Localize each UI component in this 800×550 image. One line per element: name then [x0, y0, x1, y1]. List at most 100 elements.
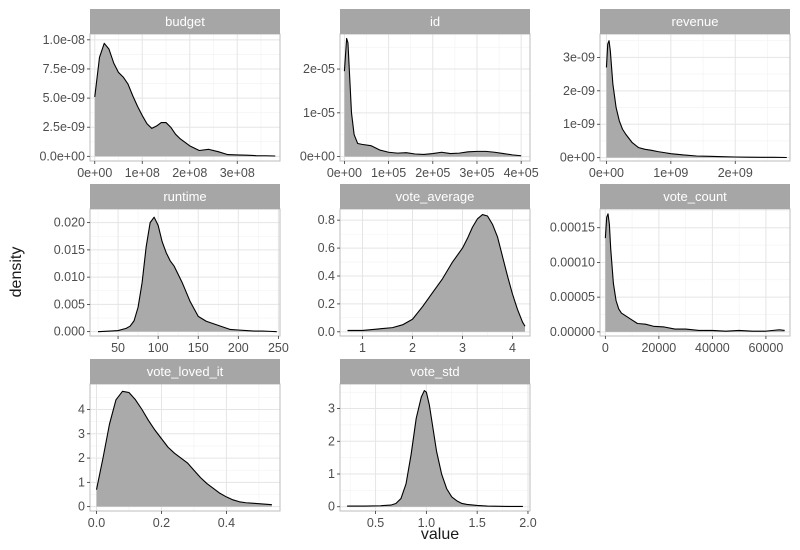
y-tick-label: 2.5e-09 — [43, 120, 85, 134]
y-tick-label: 0.4 — [318, 269, 335, 283]
facet-strip — [340, 9, 530, 34]
x-tick-label: 0e+00 — [77, 166, 112, 180]
x-tick-label: 3e+05 — [459, 166, 494, 180]
x-tick-label: 20000 — [641, 341, 676, 355]
x-tick-label: 40000 — [695, 341, 730, 355]
x-tick-label: 250 — [268, 341, 289, 355]
y-tick-label: 0.0e+00 — [39, 149, 85, 163]
facet-vote-average: vote_average 1 2 3 4 0.0 0.2 0.4 0.6 0.8 — [318, 184, 531, 355]
x-tick-label: 2e+05 — [415, 166, 450, 180]
facet-runtime: runtime 50 100 150 200 250 0.000 0.005 0.010 0.01… — [54, 184, 289, 355]
facet-vote-std: vote_std 0.5 1.0 1.5 2.0 0 1 2 3 — [328, 359, 537, 530]
y-tick-label: 0 — [328, 500, 335, 514]
y-tick-label: 0.010 — [54, 270, 85, 284]
x-tick-label: 150 — [188, 341, 209, 355]
y-tick-label: 1.0e-08 — [43, 33, 85, 47]
x-tick-label: 2e+08 — [172, 166, 207, 180]
facet-strip — [90, 359, 280, 384]
y-tick-label: 4 — [78, 402, 85, 416]
y-tick-label: 3 — [328, 402, 335, 416]
x-tick-label: 4 — [509, 341, 516, 355]
x-tick-label: 1e+09 — [653, 166, 688, 180]
y-tick-label: 0.005 — [54, 297, 85, 311]
facet-budget: budget 0e+00 1e+08 2e+08 3e+08 0.0e+00 2.5e-09… — [39, 9, 281, 180]
x-tick-label: 3 — [459, 341, 466, 355]
y-tick-label: 0.6 — [318, 241, 335, 255]
x-tick-label: 2e+09 — [718, 166, 753, 180]
density-area-vote-count — [605, 213, 785, 332]
density-line-vote-count — [604, 213, 785, 332]
facet-strip-label: vote_std — [410, 364, 459, 379]
facet-strip — [90, 184, 280, 209]
facet-strip — [90, 9, 280, 34]
y-tick-label: 0.00005 — [550, 290, 595, 304]
x-tick-label: 0e+00 — [589, 166, 624, 180]
density-line-vote-loved-it — [95, 390, 272, 506]
facet-strip-label: budget — [165, 14, 205, 29]
facet-strip — [340, 359, 530, 384]
y-tick-label: 0.00010 — [550, 255, 595, 269]
density-line-id — [343, 37, 522, 157]
y-tick-label: 2e-09 — [563, 84, 595, 98]
facet-strip-label: vote_loved_it — [147, 364, 224, 379]
density-line-vote-std — [347, 390, 523, 507]
x-tick-label: 50 — [111, 341, 125, 355]
density-line-budget — [94, 42, 276, 157]
facet-strip — [340, 184, 530, 209]
x-tick-label: 100 — [148, 341, 169, 355]
y-tick-label: 0.8 — [318, 213, 335, 227]
y-tick-label: 0e+00 — [560, 151, 595, 165]
y-tick-label: 0e+00 — [300, 150, 335, 164]
density-area-vote-loved-it — [96, 391, 272, 507]
y-tick-label: 0.0 — [318, 325, 335, 339]
facet-revenue: revenue 0e+00 1e+09 2e+09 0e+00 1e-09 2e-09 3e-… — [560, 9, 791, 180]
x-tick-label: 3e+08 — [220, 166, 255, 180]
facet-strip-label: vote_average — [396, 189, 475, 204]
y-tick-label: 0.015 — [54, 243, 85, 257]
x-tick-label: 2 — [409, 341, 416, 355]
y-tick-label: 3e-09 — [563, 50, 595, 64]
x-tick-label: 0.0 — [88, 516, 105, 530]
facet-strip-label: revenue — [672, 14, 719, 29]
x-tick-label: 1.0 — [418, 516, 435, 530]
x-tick-label: 1 — [359, 341, 366, 355]
y-tick-label: 2 — [78, 451, 85, 465]
x-tick-label: 4e+05 — [504, 166, 539, 180]
facet-strip — [600, 9, 790, 34]
density-line-vote-average — [347, 214, 526, 331]
y-tick-label: 5.0e-09 — [43, 91, 85, 105]
x-tick-label: 1.5 — [468, 516, 485, 530]
y-tick-label: 0.000 — [54, 325, 85, 339]
x-tick-label: 0 — [602, 341, 609, 355]
panel-background — [340, 34, 530, 161]
y-tick-label: 1e-09 — [563, 117, 595, 131]
y-tick-label: 2e-05 — [303, 62, 335, 76]
y-tick-label: 7.5e-09 — [43, 62, 85, 76]
facet-vote-loved-it: vote_loved_it 0.0 0.2 0.4 0 1 2 3 4 — [78, 359, 281, 530]
y-tick-label: 3 — [78, 427, 85, 441]
x-axis-title: value — [421, 526, 459, 543]
x-tick-label: 0e+00 — [327, 166, 362, 180]
x-tick-label: 200 — [228, 341, 249, 355]
facet-strip-label: id — [430, 14, 440, 29]
x-tick-label: 1e+05 — [371, 166, 406, 180]
x-tick-label: 0.2 — [153, 516, 170, 530]
facet-id: id 0e+00 1e+05 2e+05 3e+05 4e+05 0e+00 1e-05 2e-… — [300, 9, 539, 180]
facet-vote-count: vote_count 0 20000 40000 60000 0.00000 0.00005… — [550, 184, 791, 355]
y-tick-label: 1e-05 — [303, 106, 335, 120]
panels-layer: budget 0e+00 1e+08 2e+08 3e+08 0.0e+00 2.5e-09… — [39, 9, 791, 530]
x-tick-label: 1e+08 — [125, 166, 160, 180]
density-area-vote-average — [347, 214, 525, 332]
facet-strip-label: vote_count — [663, 189, 727, 204]
panel-background — [600, 34, 790, 161]
y-tick-label: 0.00000 — [550, 325, 595, 339]
y-tick-label: 0 — [78, 500, 85, 514]
density-line-runtime — [97, 216, 277, 333]
x-tick-label: 0.5 — [367, 516, 384, 530]
facet-strip-label: runtime — [163, 189, 206, 204]
density-area-revenue — [606, 40, 787, 158]
y-tick-label: 1 — [78, 475, 85, 489]
y-tick-label: 0.00015 — [550, 221, 595, 235]
x-tick-label: 0.4 — [218, 516, 235, 530]
